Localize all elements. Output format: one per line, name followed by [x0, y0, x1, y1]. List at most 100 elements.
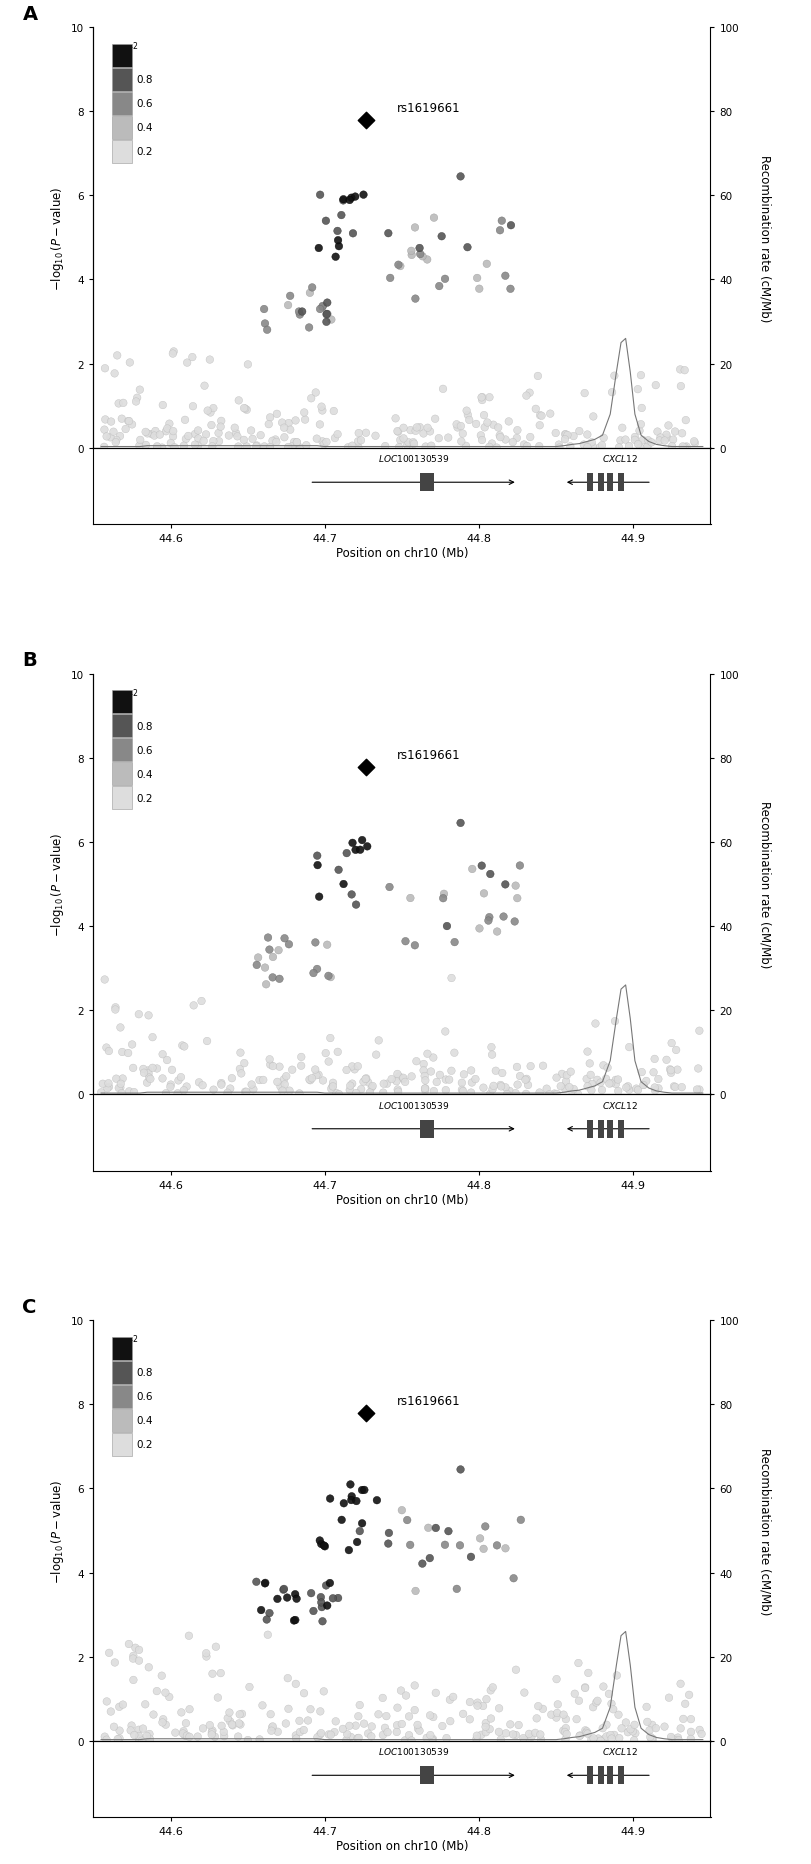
Point — [455, 1068, 468, 1098]
Point — [238, 395, 251, 425]
Point — [358, 106, 371, 136]
Point — [589, 1687, 602, 1717]
Point — [153, 421, 166, 451]
Point — [504, 274, 517, 304]
Point — [191, 425, 204, 455]
Point — [572, 1685, 585, 1715]
Point — [636, 1070, 649, 1100]
Point — [475, 382, 488, 412]
Point — [682, 1679, 695, 1709]
Point — [691, 1053, 704, 1083]
Point — [513, 1061, 526, 1090]
Point — [188, 419, 201, 449]
Point — [132, 1724, 145, 1754]
Point — [253, 1066, 266, 1096]
Point — [348, 183, 361, 212]
Point — [176, 1719, 189, 1748]
Point — [250, 951, 263, 980]
Point — [355, 1508, 368, 1538]
Point — [326, 1072, 339, 1102]
Point — [313, 295, 326, 324]
Point — [509, 423, 522, 453]
Point — [393, 425, 406, 455]
Point — [464, 1542, 477, 1571]
Point — [459, 432, 472, 462]
Point — [549, 1704, 562, 1734]
Point — [314, 1583, 327, 1612]
Point — [110, 341, 123, 371]
Point — [665, 432, 678, 462]
Point — [443, 1685, 456, 1715]
Point — [245, 1070, 258, 1100]
Point — [419, 1722, 432, 1752]
Point — [320, 300, 333, 330]
Point — [277, 414, 290, 444]
Point — [639, 1066, 652, 1096]
Point — [551, 1689, 564, 1719]
Point — [400, 1506, 413, 1536]
Bar — [617, 1120, 624, 1139]
Point — [228, 414, 241, 444]
Point — [167, 337, 180, 367]
Point — [240, 432, 253, 462]
Point — [290, 1584, 303, 1614]
Point — [461, 401, 474, 431]
Point — [477, 401, 490, 431]
Point — [556, 1715, 569, 1745]
Point — [499, 1074, 512, 1103]
Point — [484, 1704, 497, 1734]
Bar — [586, 473, 593, 492]
Point — [558, 1074, 571, 1103]
Y-axis label: $-\log_{10}(P-\mathrm{value})$: $-\log_{10}(P-\mathrm{value})$ — [49, 1478, 66, 1583]
Point — [491, 414, 504, 444]
Point — [427, 203, 440, 233]
Point — [290, 429, 303, 459]
Point — [322, 1048, 335, 1077]
Point — [550, 1698, 563, 1728]
Point — [127, 1640, 139, 1670]
Point — [180, 1720, 193, 1750]
Point — [678, 1689, 691, 1719]
Point — [653, 423, 666, 453]
Point — [490, 917, 503, 947]
Bar — [586, 1120, 593, 1139]
Point — [498, 870, 511, 900]
Point — [418, 1061, 431, 1090]
Point — [469, 1064, 482, 1094]
Point — [409, 285, 422, 315]
Point — [214, 1659, 227, 1689]
Point — [519, 1079, 532, 1109]
Point — [315, 1528, 328, 1558]
Point — [673, 1668, 686, 1698]
Point — [143, 1719, 156, 1748]
Point — [260, 1605, 272, 1635]
Point — [186, 343, 199, 373]
Point — [320, 308, 333, 337]
Point — [344, 1469, 357, 1499]
Point — [247, 1076, 260, 1105]
Point — [454, 412, 467, 442]
Point — [102, 1068, 115, 1098]
Point — [580, 421, 593, 451]
Point — [270, 399, 283, 429]
Point — [613, 427, 626, 457]
Point — [524, 1722, 537, 1752]
Point — [639, 1693, 652, 1722]
Point — [634, 1057, 647, 1087]
Point — [127, 1077, 140, 1107]
Point — [534, 401, 547, 431]
Point — [487, 410, 500, 440]
Point — [114, 1074, 127, 1103]
Point — [271, 1717, 284, 1747]
Point — [577, 378, 590, 408]
Point — [380, 1070, 393, 1100]
Point — [277, 925, 290, 954]
Point — [177, 432, 190, 462]
Point — [567, 1074, 580, 1103]
Point — [390, 1059, 403, 1089]
Point — [350, 891, 363, 921]
Point — [238, 1077, 251, 1107]
Point — [596, 1724, 609, 1754]
Point — [579, 1719, 592, 1748]
Point — [517, 1724, 530, 1754]
